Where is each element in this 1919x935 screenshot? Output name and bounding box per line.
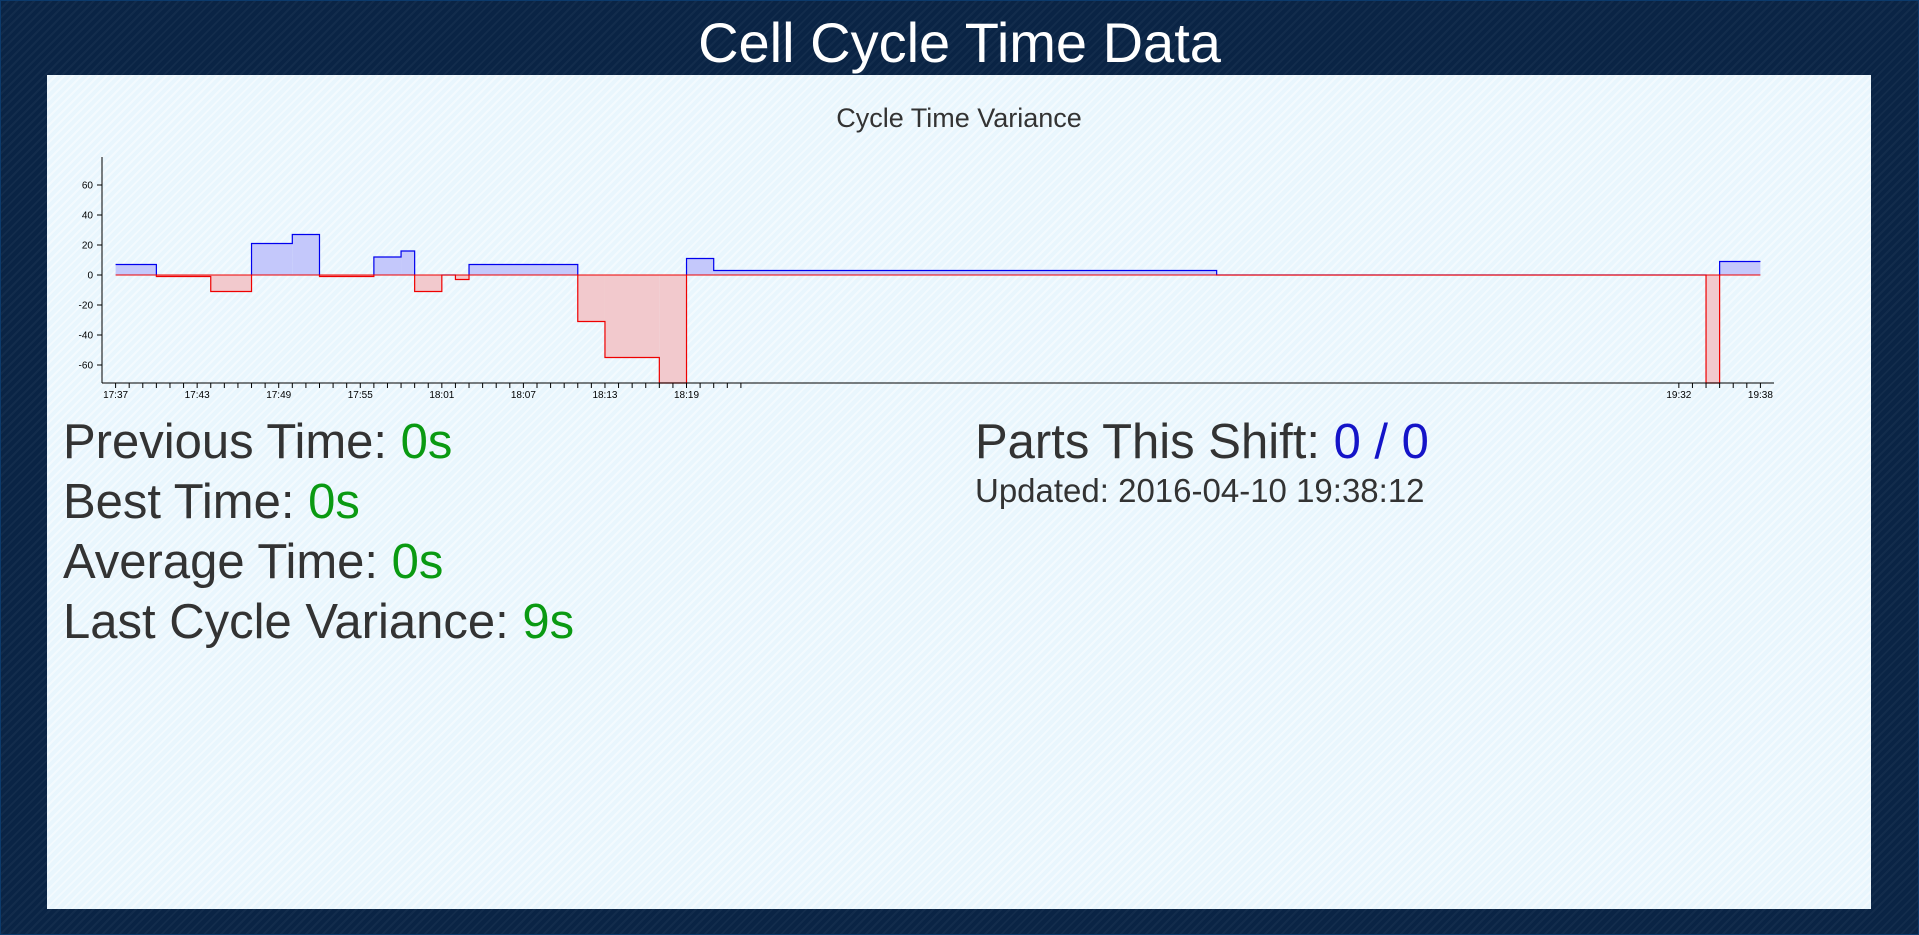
x-axis-tick-label: 19:32 bbox=[1666, 390, 1691, 401]
average-time-value: 0s bbox=[391, 535, 444, 589]
plot-lines bbox=[115, 233, 1761, 384]
positive-area-segment bbox=[469, 264, 578, 275]
average-time: Average Time: 0s bbox=[63, 533, 443, 591]
parts-this-shift: Parts This Shift: 0 / 0 bbox=[975, 413, 1429, 471]
y-axis-tick-label: 20 bbox=[82, 241, 94, 252]
main-panel: Cycle Time Variance 17:37 17:43 17:49 17:55… bbox=[47, 75, 1871, 909]
x-axis-tick-label: 17:37 bbox=[103, 390, 128, 401]
previous-time-value: 0s bbox=[400, 415, 453, 469]
positive-area-segment bbox=[373, 257, 402, 275]
y-axis-tick-label: -20 bbox=[79, 301, 94, 312]
y-axis-tick-label: 40 bbox=[82, 211, 94, 222]
x-axis-tick-label: 19:38 bbox=[1748, 390, 1773, 401]
x-axis-tick-label: 18:07 bbox=[511, 390, 536, 401]
negative-area-segment bbox=[455, 275, 470, 280]
y-axis: -60 -40 -20 0 20 40 60 bbox=[79, 157, 103, 383]
positive-area-segment bbox=[401, 251, 415, 275]
positive-series-line bbox=[115, 233, 1761, 275]
x-axis-tick-label: 17:43 bbox=[185, 390, 210, 401]
plot-areas bbox=[115, 234, 1761, 383]
negative-area-segment bbox=[414, 275, 442, 292]
x-axis-tick-label: 18:01 bbox=[429, 390, 454, 401]
parts-this-shift-label: Parts This Shift: bbox=[975, 415, 1334, 469]
positive-area-segment bbox=[251, 243, 293, 275]
positive-area-segment bbox=[686, 258, 714, 275]
positive-area-segment bbox=[292, 234, 320, 275]
positive-area-segment bbox=[115, 264, 157, 275]
x-axis: 17:37 17:43 17:49 17:55 18:01 18:07 18:13 18:19… bbox=[102, 382, 1774, 401]
x-axis-tick-label: 18:13 bbox=[592, 390, 617, 401]
previous-time: Previous Time: 0s bbox=[63, 413, 452, 471]
parts-this-shift-value: 0 / 0 bbox=[1333, 415, 1429, 469]
negative-series-line bbox=[155, 275, 1721, 384]
last-cycle-variance: Last Cycle Variance: 9s bbox=[63, 593, 574, 651]
y-axis-tick-label: -40 bbox=[79, 331, 94, 342]
negative-area-segment bbox=[210, 275, 252, 292]
x-axis-tick-label: 18:19 bbox=[674, 390, 699, 401]
best-time-value: 0s bbox=[308, 475, 360, 529]
updated-timestamp: Updated: 2016-04-10 19:38:12 bbox=[975, 472, 1425, 509]
best-time-label: Best Time: bbox=[63, 475, 309, 529]
average-time-label: Average Time: bbox=[63, 535, 392, 589]
previous-time-label: Previous Time: bbox=[63, 415, 401, 469]
x-axis-tick-label: 17:55 bbox=[348, 390, 373, 401]
best-time: Best Time: 0s bbox=[63, 473, 360, 531]
cycle-time-variance-chart: 17:37 17:43 17:49 17:55 18:01 18:07 18:13 18:19… bbox=[79, 157, 1774, 401]
positive-area-segment bbox=[713, 270, 1217, 275]
negative-area-segment bbox=[156, 275, 211, 277]
last-cycle-variance-label: Last Cycle Variance: bbox=[63, 595, 523, 649]
negative-area-segment bbox=[659, 275, 687, 383]
negative-area-segment bbox=[604, 275, 660, 358]
positive-area-segment bbox=[1719, 261, 1761, 275]
chart-title: Cycle Time Variance bbox=[836, 103, 1082, 133]
y-axis-tick-label: 0 bbox=[87, 271, 93, 282]
page-title: Cell Cycle Time Data bbox=[698, 11, 1221, 74]
y-axis-tick-label: 60 bbox=[82, 181, 94, 192]
x-axis-tick-label: 17:49 bbox=[266, 390, 291, 401]
y-axis-tick-label: -60 bbox=[79, 361, 94, 372]
last-cycle-variance-value: 9s bbox=[522, 595, 575, 649]
negative-area-segment bbox=[577, 275, 605, 322]
negative-area-segment bbox=[319, 275, 374, 277]
negative-area-segment bbox=[1706, 275, 1720, 383]
